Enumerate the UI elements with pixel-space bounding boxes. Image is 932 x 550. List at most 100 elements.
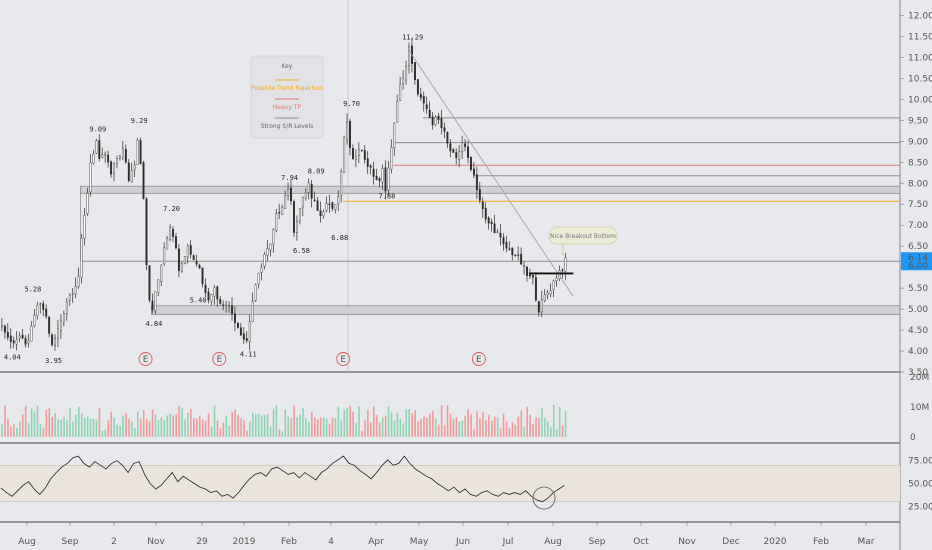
volume-bar: [361, 431, 363, 437]
volume-bar: [290, 418, 292, 437]
candle-body: [470, 156, 472, 170]
volume-bar: [434, 418, 437, 437]
candle-body: [257, 272, 260, 285]
volume-bar: [446, 405, 449, 437]
price-label: 7.94: [281, 174, 298, 182]
volume-bar: [219, 428, 222, 437]
candle-body: [121, 148, 124, 158]
sr-zone: [151, 305, 901, 315]
candle-body: [151, 300, 154, 311]
candle-body: [301, 196, 304, 208]
volume-bar: [263, 414, 266, 437]
candle-body: [325, 203, 328, 211]
candle-body: [366, 158, 369, 167]
candle-body: [405, 66, 408, 81]
candle-body: [272, 229, 275, 245]
volume-bar: [30, 408, 33, 437]
candle-body: [57, 328, 59, 339]
volume-bar: [210, 426, 213, 437]
candle-body: [51, 334, 54, 346]
candle-body: [296, 221, 298, 233]
candle-body: [260, 267, 263, 273]
candle-body: [502, 237, 505, 245]
candle-body: [475, 174, 478, 191]
candle-body: [95, 140, 98, 154]
volume-bar: [145, 418, 148, 437]
price-tick-label: 10.50: [908, 74, 932, 84]
price-tick-label: 7.50: [908, 200, 928, 210]
volume-bar: [169, 413, 172, 437]
candle-body: [452, 149, 455, 153]
candle-body: [15, 339, 18, 345]
candle-body: [473, 168, 475, 175]
price-tick-label: 5.50: [908, 284, 928, 294]
volume-bar: [122, 415, 124, 437]
candle-body: [136, 139, 139, 166]
volume-bar: [72, 421, 74, 437]
candle-body: [520, 253, 523, 265]
candle-body: [242, 333, 245, 340]
candle-body: [86, 193, 89, 214]
candle-body: [517, 254, 520, 256]
volume-bar: [414, 410, 416, 437]
candle-body: [346, 121, 349, 140]
volume-bar: [399, 418, 402, 437]
volume-bar: [558, 407, 561, 437]
volume-bar: [139, 419, 142, 437]
rsi-tick-label: 75.00: [908, 457, 932, 467]
volume-bar: [505, 421, 508, 437]
earnings-marker: [212, 352, 227, 366]
volume-bar: [257, 413, 260, 437]
candle-body: [107, 154, 110, 163]
candle-body: [1, 325, 3, 328]
volume-bar: [21, 414, 24, 437]
candle-body: [440, 118, 443, 128]
legend-box: [250, 55, 324, 139]
volume-bar: [278, 429, 281, 437]
candle-body: [437, 115, 440, 120]
candle-body: [372, 168, 375, 177]
candle-body: [543, 294, 546, 302]
candle-body: [177, 248, 180, 271]
candle-body: [402, 78, 405, 84]
price-label: 9.29: [131, 117, 148, 125]
price-tick-label: 4.50: [908, 326, 928, 336]
candle-body: [532, 275, 534, 278]
candle-body: [443, 127, 446, 132]
volume-bar: [131, 421, 133, 437]
volume-bar: [405, 409, 408, 437]
volume-bar: [384, 416, 387, 437]
volume-bar: [375, 415, 378, 437]
volume-bar: [437, 424, 440, 437]
volume-bar: [473, 428, 475, 437]
candle-body: [284, 195, 287, 209]
candle-body: [408, 46, 410, 66]
volume-bar: [175, 414, 177, 437]
volume-bar: [249, 421, 251, 437]
time-label: Dec: [722, 537, 739, 547]
candle-body: [287, 189, 290, 197]
volume-bar: [296, 417, 298, 437]
price-tick-label: 7.00: [908, 221, 928, 231]
candle-body: [275, 213, 278, 231]
candle-body: [384, 167, 387, 192]
sr-zone: [80, 185, 901, 194]
candle-body: [352, 148, 354, 159]
candle-body: [89, 162, 92, 193]
candle-body: [340, 171, 343, 196]
candle-body: [163, 247, 166, 265]
volume-bar: [196, 418, 198, 437]
volume-bar: [222, 422, 225, 437]
volume-bar: [514, 424, 517, 437]
volume-bar: [269, 426, 272, 437]
volume-bar: [39, 423, 42, 437]
candle-body: [422, 96, 425, 104]
candle-body: [222, 304, 225, 306]
candle-body: [54, 337, 56, 346]
price-label: 5.40: [190, 296, 207, 304]
candle-body: [446, 131, 449, 144]
volume-bar: [417, 421, 419, 437]
callout-bubble: [548, 226, 618, 245]
candle-body: [555, 277, 558, 281]
